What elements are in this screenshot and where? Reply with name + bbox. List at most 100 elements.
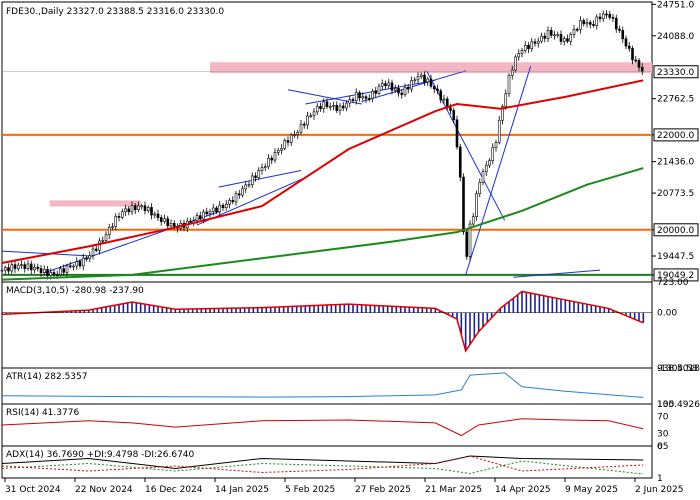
atr-line — [1, 372, 644, 398]
time-tick-label: 21 Mar 2025 — [425, 485, 482, 495]
last-price-box — [653, 65, 699, 79]
price-tick-label: 20000.0 — [657, 226, 694, 236]
pane-atr — [1, 367, 653, 405]
macd-bar — [148, 304, 151, 313]
candle-body — [312, 111, 316, 116]
macd-bar — [473, 312, 476, 339]
macd-bar — [343, 304, 346, 313]
candle-body — [169, 223, 173, 227]
adx-tick: 1 — [657, 474, 663, 484]
atr-tick: 135.4926 — [657, 400, 700, 410]
macd-bar — [152, 305, 155, 313]
candle-body — [439, 90, 443, 101]
macd-bar — [109, 306, 112, 313]
price-tick-label: 19049.2 — [657, 271, 694, 281]
rsi-tick: 0 — [657, 442, 663, 452]
candle-body — [270, 157, 274, 161]
rsi-tick: 30 — [657, 429, 669, 439]
macd-bar — [612, 310, 614, 313]
candle-body — [605, 13, 608, 16]
macd-bar — [369, 305, 372, 313]
macd-tick: 723.00 — [657, 278, 689, 288]
candle-body — [140, 205, 144, 208]
macd-bar — [295, 306, 298, 313]
candle-body — [514, 56, 517, 71]
macd-bar — [499, 308, 502, 313]
candle-body — [468, 223, 472, 257]
price-tick-label: 22000.0 — [657, 131, 694, 141]
candle-body — [195, 215, 199, 221]
price-tick-label: 22762.5 — [657, 95, 694, 105]
macd-bar — [339, 304, 341, 313]
macd-bar — [183, 309, 185, 313]
macd-bar — [100, 307, 103, 313]
candle-body — [432, 85, 436, 90]
macd-bar — [408, 307, 411, 313]
macd-bar — [386, 306, 389, 313]
candle-body — [98, 240, 101, 251]
macd-bar — [300, 306, 302, 313]
atr-label: ATR(14) 282.5357 — [6, 372, 88, 382]
macd-bar — [70, 310, 73, 313]
candle-body — [231, 200, 235, 203]
candle-body — [618, 28, 621, 31]
macd-bar — [430, 308, 432, 313]
macd-bar — [373, 305, 376, 313]
resistance-zone — [210, 62, 652, 74]
macd-bar — [347, 304, 350, 313]
candle-body — [224, 203, 228, 209]
rsi-label: RSI(14) 41.3776 — [6, 408, 79, 418]
macd-bar — [555, 298, 558, 313]
macd-bar — [174, 309, 177, 313]
price-tick-label: 24751.0 — [657, 0, 694, 10]
candle-body — [540, 35, 543, 42]
rsi-line — [1, 418, 644, 437]
macd-bar — [165, 307, 168, 313]
candle-body — [640, 67, 644, 72]
candle-body — [582, 20, 586, 25]
candle-body — [624, 38, 628, 47]
candle-body — [237, 193, 241, 196]
macd-bar — [317, 305, 320, 313]
candle-body — [309, 115, 313, 117]
macd-bar — [594, 305, 597, 313]
rsi-tick: 70 — [657, 413, 669, 423]
candle-body — [559, 34, 563, 42]
adx-line — [1, 455, 644, 474]
adx-line — [1, 460, 644, 475]
candle-body — [419, 74, 423, 77]
trendline — [465, 65, 532, 276]
candle-body — [205, 211, 209, 215]
macd-bar — [417, 307, 419, 313]
macd-bar — [356, 304, 359, 313]
macd-bar — [113, 305, 116, 313]
macd-bar — [334, 304, 337, 313]
candle-body — [156, 213, 160, 218]
macd-bar — [209, 308, 211, 313]
candle-body — [471, 216, 475, 225]
macd-bar — [382, 305, 385, 313]
level-label-box — [653, 223, 699, 237]
time-tick-label: 14 Apr 2025 — [495, 485, 551, 495]
candle-body — [88, 255, 92, 259]
candle-body — [286, 140, 290, 143]
macd-bar — [564, 299, 567, 313]
candle-body — [332, 104, 335, 107]
trendline — [1, 250, 89, 257]
candle-body — [247, 184, 251, 187]
macd-bar — [200, 308, 203, 313]
price-tick-label: 21436.0 — [657, 158, 694, 168]
candle-body — [208, 210, 212, 215]
candle-body — [20, 264, 23, 266]
trendline — [513, 269, 601, 278]
candle-body — [371, 90, 374, 100]
candle-body — [55, 274, 59, 277]
candle-body — [124, 208, 127, 213]
candle-body — [153, 213, 157, 216]
candle-body — [107, 227, 111, 236]
macd-bar — [352, 304, 354, 313]
candle-body — [358, 92, 361, 99]
candle-body — [10, 264, 14, 272]
candle-body — [299, 123, 303, 133]
macd-bar — [144, 304, 146, 313]
